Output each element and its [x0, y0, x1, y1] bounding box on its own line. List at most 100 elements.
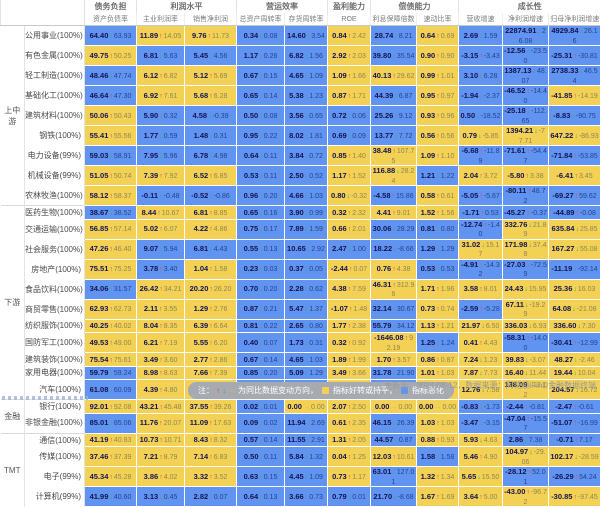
metric-cell: 26.42↑34.21: [137, 279, 185, 299]
metric-cell: 8.02↓1.81: [285, 126, 328, 146]
col-header-3-0: ROE: [328, 13, 371, 26]
metric-value: 0.32: [332, 208, 347, 217]
metric-cell: 2.65↓0.80: [285, 319, 328, 333]
metric-value: 0.37: [289, 264, 304, 273]
metric-value: 0.00: [419, 402, 434, 411]
up-arrow-icon: ↑: [209, 266, 213, 273]
up-arrow-icon: ↑: [436, 437, 440, 444]
down-arrow-icon: ↓: [573, 370, 577, 377]
metric-value: 85.01: [90, 418, 109, 427]
comparison-value: 3.45: [579, 173, 593, 180]
metric-cell: 7.39↑7.92: [137, 166, 185, 186]
down-arrow-icon: ↓: [259, 193, 263, 200]
metric-cell: 40.13↑29.62: [371, 66, 417, 86]
col-header-4-0: 利息保障倍数: [371, 13, 417, 26]
industry-name: 食品饮料(100%): [25, 279, 85, 299]
down-arrow-icon: ↓: [259, 226, 263, 233]
metric-value: 0.79: [462, 131, 477, 140]
comparison-value: -1.73: [484, 404, 500, 411]
down-arrow-icon: ↓: [305, 53, 309, 60]
metric-cell: -3.15↑-3.43: [459, 46, 503, 66]
up-arrow-icon: ↑: [436, 420, 440, 427]
metric-value: -12.74: [461, 220, 482, 229]
comparison-value: 1.09: [309, 73, 323, 80]
metric-value: 10.65: [287, 244, 306, 253]
industry-name: 商贸零售(100%): [25, 299, 85, 319]
metric-cell: 0.93↑0.96: [417, 106, 459, 126]
down-arrow-icon: ↓: [481, 242, 485, 249]
metric-value: 12.03: [373, 452, 392, 461]
down-arrow-icon: ↓: [305, 494, 309, 501]
metric-cell: -1646.08↑92.19: [371, 333, 417, 353]
metric-cell: 10.65↓2.92: [285, 239, 328, 259]
metric-value: 32.14: [373, 304, 392, 313]
metric-value: 67.11: [506, 300, 524, 309]
down-arrow-icon: ↓: [574, 357, 578, 364]
metric-value: 0.67: [244, 355, 259, 364]
down-arrow-icon: ↓: [392, 370, 396, 377]
metric-value: 13.77: [375, 131, 394, 140]
comparison-value: -21.08: [577, 306, 597, 313]
comparison-value: 0.11: [264, 153, 277, 160]
metric-value: 14.60: [287, 31, 306, 40]
metric-value: 2.04: [464, 171, 479, 180]
down-arrow-icon: ↓: [477, 474, 481, 481]
metric-value: 0.72: [332, 111, 347, 120]
metric-cell: 0.64↑0.69: [417, 26, 459, 46]
metric-cell: 0.75↓0.17: [237, 219, 285, 239]
metric-value: 2.07: [332, 402, 347, 411]
comparison-value: 59.24: [114, 370, 132, 377]
comparison-value: 85.06: [114, 420, 132, 427]
down-arrow-icon: ↓: [393, 494, 397, 501]
comparison-value: 3.72: [484, 173, 498, 180]
metric-value: -46.52: [504, 86, 525, 95]
metric-value: 0.57: [244, 435, 259, 444]
comparison-value: 1.58: [214, 266, 228, 273]
metric-cell: 92.01↑92.08: [85, 400, 137, 414]
metric-value: 0.88: [421, 435, 436, 444]
comparison-value: 4.63: [484, 437, 498, 444]
up-arrow-icon: ↑: [479, 454, 483, 461]
comparison-value: 0.99: [309, 210, 323, 217]
metric-cell: -6.68↑-11.89: [459, 146, 503, 166]
down-arrow-icon: ↓: [109, 387, 113, 394]
metric-value: 0.09: [244, 418, 259, 427]
metric-cell: 0.81↓0.80: [417, 219, 459, 239]
metric-cell: 21.70↓-8.68: [371, 487, 417, 507]
metric-cell: 46.15↓26.39: [371, 413, 417, 433]
metric-value: 75.54: [90, 355, 109, 364]
metric-value: 43.21: [140, 402, 159, 411]
comparison-value: 0.07: [214, 494, 228, 501]
down-arrow-icon: ↓: [396, 168, 400, 175]
metric-value: 1.31: [332, 435, 347, 444]
down-arrow-icon: ↓: [305, 266, 309, 273]
comparison-value: 9.01: [397, 210, 411, 217]
metric-value: -27.03: [504, 260, 525, 269]
down-arrow-icon: ↓: [222, 386, 226, 395]
comparison-value: 3.40: [164, 266, 178, 273]
comparison-value: 3.52: [214, 474, 228, 481]
metric-cell: 0.63↓0.15: [237, 467, 285, 487]
up-arrow-icon: ↑: [348, 210, 352, 217]
metric-value: 7.21: [144, 452, 159, 461]
up-arrow-icon: ↑: [348, 340, 352, 347]
metric-value: 25.26: [375, 111, 394, 120]
metric-cell: -4.91↓-14.32: [459, 259, 503, 279]
metric-cell: 0.72↓0.06: [328, 106, 371, 126]
metric-value: 1.09: [332, 71, 347, 80]
metric-value: 5.38: [289, 91, 304, 100]
metric-value: 5.55: [194, 338, 209, 347]
metric-value: -1.71: [462, 208, 479, 217]
clipped-caption: [2, 396, 88, 400]
up-arrow-icon: ↑: [479, 193, 483, 200]
down-arrow-icon: ↓: [525, 357, 529, 364]
comparison-value: 11.73: [212, 33, 229, 40]
metric-value: 0.76: [377, 264, 392, 273]
comparison-value: 8.21: [399, 33, 413, 40]
metric-cell: 2.82↓0.07: [185, 487, 237, 507]
metric-cell: 6.52↑6.85: [185, 166, 237, 186]
col-header-1-1: 销售净利润: [185, 13, 237, 26]
metric-cell: 0.87↑1.71: [328, 86, 371, 106]
metric-value: 4.58: [192, 111, 207, 120]
